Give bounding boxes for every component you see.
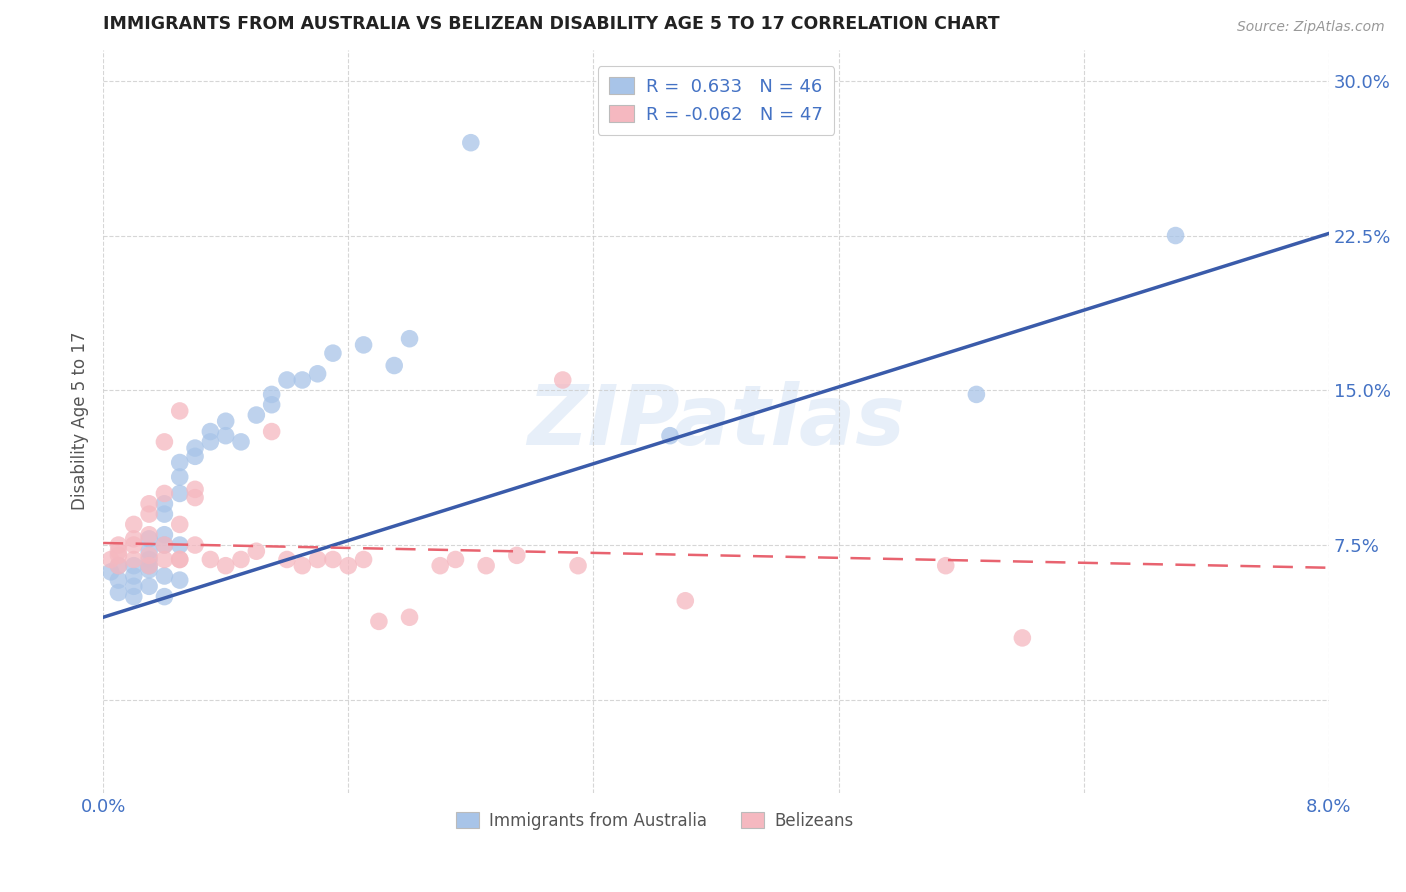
- Point: [1164, 228, 1187, 243]
- Point: [382, 359, 405, 373]
- Point: [291, 373, 314, 387]
- Point: [122, 569, 145, 583]
- Point: [138, 558, 160, 573]
- Point: [215, 428, 238, 442]
- Point: [138, 563, 160, 577]
- Point: [184, 483, 207, 497]
- Point: [169, 573, 191, 587]
- Point: [322, 552, 344, 566]
- Point: [184, 441, 207, 455]
- Point: [245, 544, 267, 558]
- Legend: Immigrants from Australia, Belizeans: Immigrants from Australia, Belizeans: [450, 805, 860, 837]
- Point: [307, 552, 329, 566]
- Point: [307, 367, 329, 381]
- Point: [153, 486, 176, 500]
- Point: [935, 558, 957, 573]
- Point: [169, 552, 191, 566]
- Point: [169, 552, 191, 566]
- Point: [260, 398, 283, 412]
- Point: [567, 558, 589, 573]
- Point: [107, 558, 129, 573]
- Point: [138, 497, 160, 511]
- Point: [169, 456, 191, 470]
- Point: [965, 387, 987, 401]
- Point: [107, 544, 129, 558]
- Point: [215, 414, 238, 428]
- Point: [276, 552, 298, 566]
- Point: [200, 425, 222, 439]
- Point: [337, 558, 360, 573]
- Text: IMMIGRANTS FROM AUSTRALIA VS BELIZEAN DISABILITY AGE 5 TO 17 CORRELATION CHART: IMMIGRANTS FROM AUSTRALIA VS BELIZEAN DI…: [103, 15, 1000, 33]
- Point: [122, 579, 145, 593]
- Point: [169, 404, 191, 418]
- Point: [245, 408, 267, 422]
- Point: [460, 136, 482, 150]
- Text: ZIPatlas: ZIPatlas: [527, 381, 905, 462]
- Point: [153, 527, 176, 541]
- Point: [551, 373, 574, 387]
- Point: [153, 590, 176, 604]
- Point: [153, 497, 176, 511]
- Point: [138, 544, 160, 558]
- Point: [153, 569, 176, 583]
- Point: [429, 558, 451, 573]
- Point: [122, 532, 145, 546]
- Point: [444, 552, 467, 566]
- Point: [107, 573, 129, 587]
- Point: [260, 425, 283, 439]
- Point: [276, 373, 298, 387]
- Point: [107, 549, 129, 563]
- Point: [169, 470, 191, 484]
- Point: [107, 558, 129, 573]
- Y-axis label: Disability Age 5 to 17: Disability Age 5 to 17: [72, 332, 89, 510]
- Point: [260, 387, 283, 401]
- Point: [1011, 631, 1033, 645]
- Point: [215, 558, 238, 573]
- Point: [659, 428, 682, 442]
- Point: [398, 610, 420, 624]
- Point: [153, 538, 176, 552]
- Point: [138, 507, 160, 521]
- Point: [138, 558, 160, 573]
- Point: [184, 450, 207, 464]
- Point: [107, 538, 129, 552]
- Point: [475, 558, 498, 573]
- Point: [153, 434, 176, 449]
- Point: [169, 486, 191, 500]
- Point: [184, 538, 207, 552]
- Point: [367, 615, 389, 629]
- Point: [398, 332, 420, 346]
- Text: Source: ZipAtlas.com: Source: ZipAtlas.com: [1237, 20, 1385, 34]
- Point: [153, 538, 176, 552]
- Point: [138, 532, 160, 546]
- Point: [291, 558, 314, 573]
- Point: [138, 579, 160, 593]
- Point: [169, 517, 191, 532]
- Point: [353, 338, 375, 352]
- Point: [138, 527, 160, 541]
- Point: [506, 549, 529, 563]
- Point: [122, 552, 145, 566]
- Point: [122, 558, 145, 573]
- Point: [169, 538, 191, 552]
- Point: [122, 590, 145, 604]
- Point: [200, 552, 222, 566]
- Point: [138, 552, 160, 566]
- Point: [229, 552, 252, 566]
- Point: [122, 517, 145, 532]
- Point: [153, 552, 176, 566]
- Point: [353, 552, 375, 566]
- Point: [200, 434, 222, 449]
- Point: [138, 549, 160, 563]
- Point: [122, 538, 145, 552]
- Point: [153, 507, 176, 521]
- Point: [229, 434, 252, 449]
- Point: [100, 565, 122, 579]
- Point: [673, 593, 696, 607]
- Point: [322, 346, 344, 360]
- Point: [184, 491, 207, 505]
- Point: [107, 585, 129, 599]
- Point: [100, 552, 122, 566]
